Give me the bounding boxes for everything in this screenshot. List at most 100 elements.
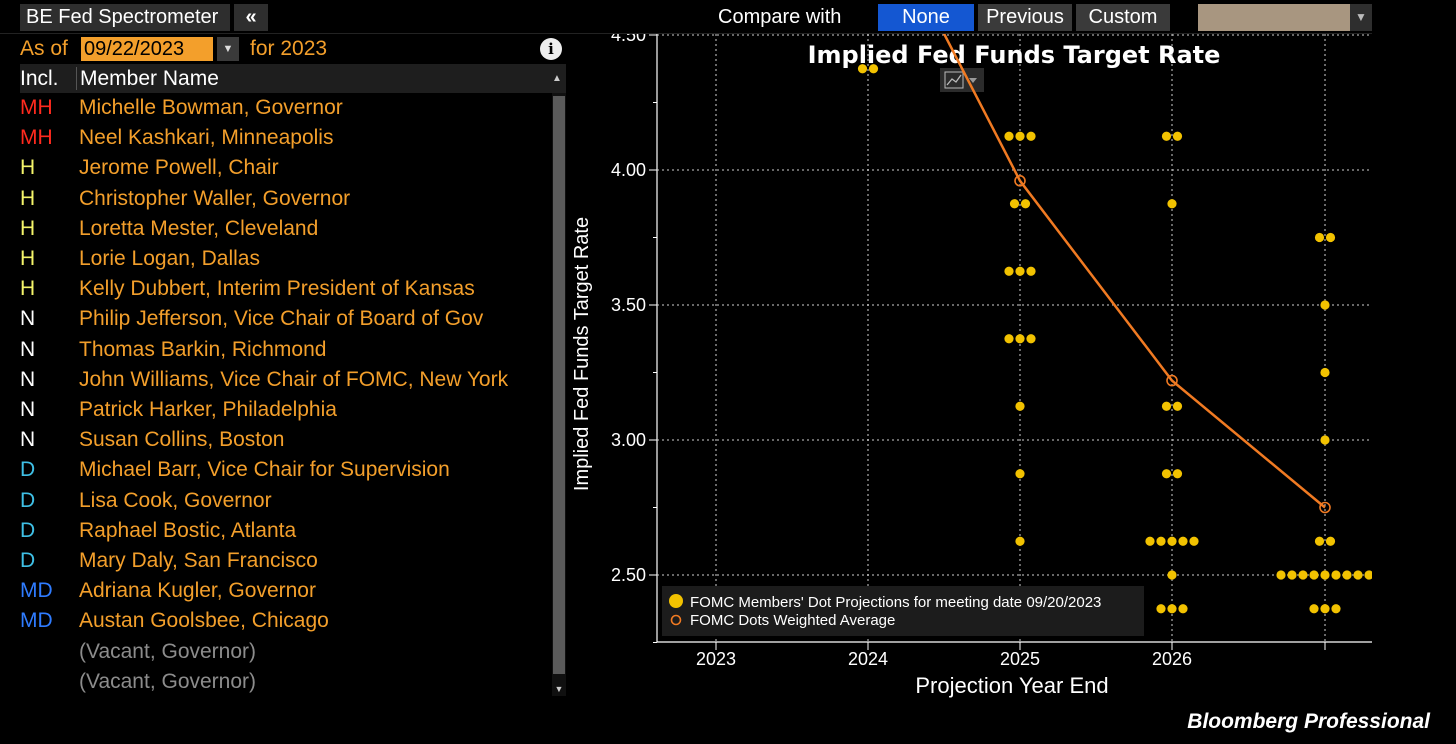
table-row[interactable]: MH Neel Kashkari, Minneapolis: [20, 123, 552, 153]
dot-projection: [1320, 570, 1330, 580]
compare-custom-button[interactable]: Custom: [1076, 4, 1170, 31]
weighted-average-marker: [1319, 501, 1331, 514]
asof-row: As of 09/22/2023 ▼ for 2023 i: [20, 34, 566, 64]
scrollbar[interactable]: ▼: [552, 93, 566, 696]
dot-projection: [1161, 469, 1172, 479]
table-row[interactable]: MD Adriana Kugler, Governor: [20, 576, 552, 606]
dot-projection: [1309, 604, 1319, 614]
dot-projection: [1309, 570, 1319, 580]
dot-projection: [1015, 266, 1025, 276]
table-row[interactable]: N John Williams, Vice Chair of FOMC, New …: [20, 365, 552, 395]
member-inclination: D: [20, 549, 36, 572]
table-row[interactable]: D Mary Daly, San Francisco: [20, 546, 552, 576]
x-tick-label: 2023: [696, 649, 736, 669]
table-row[interactable]: (Vacant, Governor): [20, 667, 552, 696]
y-tick-label: 4.00: [611, 160, 646, 180]
info-icon[interactable]: i: [540, 38, 562, 60]
y-tick-label: 4.50: [611, 34, 646, 45]
dot-projection: [1156, 604, 1166, 614]
dot-projection: [1320, 604, 1330, 614]
dot-projection: [1172, 401, 1183, 411]
y-tick-label: 2.50: [611, 565, 646, 585]
member-name: Michael Barr, Vice Chair for Supervision: [79, 458, 450, 482]
dot-projection: [1004, 131, 1014, 141]
app-name: BE Fed Spectrometer: [20, 4, 230, 31]
header-member-name[interactable]: Member Name: [80, 67, 219, 90]
dot-projection: [1015, 469, 1025, 479]
scroll-down-icon[interactable]: ▼: [554, 684, 564, 694]
scrollbar-thumb[interactable]: [553, 96, 565, 674]
member-name: (Vacant, Governor): [79, 639, 257, 663]
member-inclination: D: [20, 518, 36, 542]
member-inclination: D: [20, 488, 36, 512]
dot-projection: [1167, 604, 1177, 614]
dot-projection: [1320, 367, 1330, 378]
dot-projection: [1015, 131, 1025, 141]
dot-projection: [1314, 536, 1325, 546]
table-row[interactable]: H Christopher Waller, Governor: [20, 184, 552, 214]
x-tick-label: 2026: [1152, 649, 1192, 669]
table-row[interactable]: H Lorie Logan, Dallas: [20, 244, 552, 274]
asof-label: As of: [20, 37, 68, 60]
legend-dots-label: FOMC Members' Dot Projections for meetin…: [690, 594, 1101, 611]
table-row[interactable]: H Jerome Powell, Chair: [20, 153, 552, 183]
member-name: Mary Daly, San Francisco: [79, 549, 318, 572]
table-row[interactable]: H Kelly Dubbert, Interim President of Kan…: [20, 274, 552, 304]
table-row[interactable]: H Loretta Mester, Cleveland: [20, 214, 552, 244]
weighted-average-marker: [1166, 374, 1178, 387]
member-inclination: N: [20, 398, 36, 421]
compare-previous-button[interactable]: Previous: [978, 4, 1072, 31]
dot-projection: [1156, 536, 1166, 546]
toolbar: BE Fed Spectrometer « Compare with None …: [0, 0, 1372, 33]
table-row[interactable]: (Vacant, Governor): [20, 637, 552, 667]
member-name: Raphael Bostic, Atlanta: [79, 518, 297, 542]
dot-projection: [1325, 536, 1336, 546]
dot-projection: [1026, 334, 1036, 344]
y-tick-label: 3.00: [611, 430, 646, 450]
for-year-label: for 2023: [250, 37, 328, 60]
brand-label: Bloomberg Professional: [1187, 710, 1430, 733]
toolbar-divider: [0, 33, 1372, 34]
dot-projection: [1276, 570, 1286, 580]
collapse-button[interactable]: «: [234, 4, 268, 31]
table-row[interactable]: N Patrick Harker, Philadelphia: [20, 395, 552, 425]
chart-type-chevron-icon: [969, 78, 977, 83]
table-header: Incl. Member Name ▲: [20, 64, 566, 93]
member-inclination: D: [20, 458, 36, 482]
dot-projection: [1353, 570, 1363, 580]
dot-projection: [1167, 199, 1177, 209]
table-row[interactable]: N Susan Collins, Boston: [20, 425, 552, 455]
dot-projection: [1009, 199, 1020, 209]
member-name: Michelle Bowman, Governor: [79, 96, 343, 119]
member-inclination: N: [20, 428, 36, 452]
table-row[interactable]: N Philip Jefferson, Vice Chair of Board o…: [20, 304, 552, 334]
header-incl[interactable]: Incl.: [20, 67, 59, 90]
dot-projection: [868, 64, 879, 74]
legend-box: [662, 586, 1144, 636]
member-inclination: H: [20, 216, 36, 240]
dot-projection: [1004, 334, 1014, 344]
dot-projection: [1167, 570, 1177, 580]
table-row[interactable]: N Thomas Barkin, Richmond: [20, 335, 552, 365]
chevron-down-icon[interactable]: ▼: [1350, 4, 1372, 31]
member-name: Lisa Cook, Governor: [79, 488, 272, 512]
table-row[interactable]: D Lisa Cook, Governor: [20, 486, 552, 516]
table-row[interactable]: MD Austan Goolsbee, Chicago: [20, 606, 552, 636]
dot-projection: [1015, 536, 1025, 546]
compare-none-button[interactable]: None: [878, 4, 974, 31]
chart-type-icon-line: [946, 74, 962, 86]
asof-date-input[interactable]: 09/22/2023: [81, 37, 213, 61]
dot-projection: [1015, 401, 1025, 411]
dot-projection: [1314, 232, 1325, 243]
table-row[interactable]: MH Michelle Bowman, Governor: [20, 93, 552, 123]
dot-projection: [1189, 536, 1199, 546]
dot-projection: [1178, 536, 1188, 546]
member-name: Kelly Dubbert, Interim President of Kans…: [79, 277, 475, 301]
member-name: Philip Jefferson, Vice Chair of Board of…: [79, 307, 484, 331]
date-dropdown-icon[interactable]: ▼: [217, 37, 239, 61]
sort-up-icon[interactable]: ▲: [552, 73, 562, 84]
custom-color-swatch[interactable]: [1198, 4, 1350, 31]
member-rows: MH Michelle Bowman, Governor MH Neel Kashka…: [20, 93, 552, 696]
table-row[interactable]: D Michael Barr, Vice Chair for Supervisio…: [20, 455, 552, 485]
table-row[interactable]: D Raphael Bostic, Atlanta: [20, 516, 552, 546]
